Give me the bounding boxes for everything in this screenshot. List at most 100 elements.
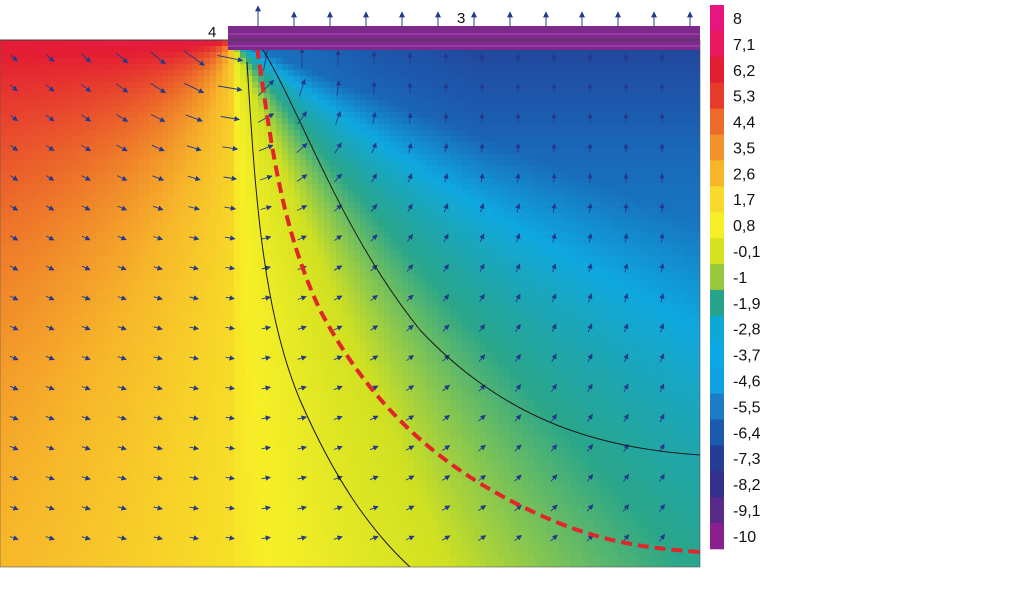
- field-arrow-156: [153, 295, 163, 301]
- field-arrow-71: [515, 142, 521, 153]
- field-arrow-147: [515, 263, 521, 273]
- field-arrow-214: [189, 385, 199, 391]
- field-arrow-161: [333, 295, 343, 301]
- field-arrow-319: [550, 534, 558, 542]
- outflow-arrows: [255, 5, 693, 26]
- legend-label-3: 5,3: [733, 89, 755, 106]
- field-arrow-121: [261, 235, 272, 241]
- field-arrow-149: [587, 263, 593, 273]
- field-arrow-62: [186, 145, 202, 152]
- field-arrow-256: [333, 445, 343, 451]
- field-arrow-83: [259, 174, 273, 181]
- field-arrow-113: [659, 202, 665, 213]
- field-arrow-314: [369, 535, 379, 541]
- field-arrow-188: [623, 323, 629, 333]
- field-arrow-122: [297, 235, 307, 241]
- field-arrow-140: [261, 265, 271, 271]
- legend-label-18: -8,2: [733, 477, 761, 494]
- field-arrow-217: [297, 385, 307, 391]
- field-arrow-129: [551, 233, 557, 243]
- field-arrow-317: [477, 535, 487, 541]
- legend-label-12: -2,8: [733, 322, 761, 339]
- field-arrow-260: [478, 444, 486, 452]
- field-arrow-289: [153, 505, 163, 511]
- field-arrow-271: [189, 475, 199, 481]
- field-arrow-318: [514, 534, 523, 542]
- field-arrow-248: [45, 445, 55, 451]
- field-arrow-1: [45, 54, 55, 62]
- field-arrow-176: [189, 325, 199, 331]
- field-arrow-306: [81, 535, 91, 541]
- field-arrow-283: [623, 473, 629, 482]
- field-arrow-3: [115, 52, 129, 64]
- field-arrow-115: [45, 235, 55, 241]
- field-arrow-48: [371, 111, 377, 124]
- field-arrow-272: [225, 475, 235, 481]
- field-arrow-189: [659, 323, 665, 333]
- legend-label-10: -1: [733, 270, 747, 287]
- field-arrow-234: [225, 415, 235, 421]
- field-arrow-4: [150, 51, 166, 65]
- field-arrow-186: [551, 323, 557, 333]
- field-arrow-295: [369, 505, 379, 511]
- field-arrow-233: [189, 415, 199, 421]
- field-arrow-303: [659, 503, 665, 512]
- field-arrow-239: [405, 415, 415, 421]
- field-arrow-47: [335, 111, 342, 125]
- legend-swatch-8: [710, 212, 724, 239]
- field-arrow-111: [587, 202, 593, 213]
- field-arrow-21: [80, 83, 92, 93]
- field-arrow-101: [224, 205, 237, 211]
- field-arrow-223: [514, 384, 522, 392]
- field-arrow-102: [260, 205, 272, 211]
- field-arrow-5: [183, 50, 205, 66]
- legend-label-7: 1,7: [733, 192, 755, 209]
- field-arrow-231: [117, 415, 127, 421]
- legend-label-15: -5,5: [733, 399, 761, 416]
- field-arrow-195: [189, 355, 199, 361]
- field-arrow-160: [297, 295, 307, 301]
- field-arrow-321: [622, 534, 630, 542]
- field-arrow-148: [551, 263, 557, 273]
- field-arrow-170: [659, 293, 665, 303]
- field-arrow-85: [333, 173, 343, 183]
- legend-swatch-9: [710, 238, 724, 265]
- field-arrow-253: [225, 445, 235, 451]
- field-arrow-255: [297, 445, 307, 451]
- legend-swatch-13: [710, 341, 724, 368]
- field-arrow-66: [334, 142, 342, 154]
- domain-frame: [0, 39, 701, 568]
- field-arrow-98: [117, 205, 128, 211]
- legend-swatch-16: [710, 419, 724, 446]
- legend-label-14: -4,6: [733, 374, 761, 391]
- field-arrow-197: [261, 355, 271, 361]
- field-arrow-119: [189, 235, 200, 241]
- field-arrow-27: [298, 78, 306, 97]
- legend-label-6: 2,6: [733, 166, 755, 183]
- field-arrow-274: [297, 475, 307, 481]
- field-arrow-109: [515, 203, 521, 213]
- field-arrow-212: [117, 385, 127, 391]
- field-arrow-187: [587, 323, 593, 333]
- contour-line-left: [246, 61, 411, 567]
- legend-label-19: -9,1: [733, 503, 761, 520]
- field-arrow-202: [442, 354, 450, 362]
- field-arrow-172: [45, 325, 55, 331]
- legend-label-20: -10: [733, 529, 756, 546]
- field-arrow-128: [515, 233, 521, 243]
- field-arrow-168: [587, 293, 593, 303]
- field-arrow-309: [189, 535, 199, 541]
- field-arrow-207: [623, 353, 629, 363]
- field-arrow-284: [659, 473, 665, 483]
- legend-swatch-18: [710, 471, 724, 498]
- field-arrow-19: [10, 84, 18, 92]
- field-arrow-92: [587, 172, 593, 183]
- field-arrow-59: [81, 144, 92, 152]
- field-arrow-288: [117, 505, 127, 511]
- field-arrow-82: [223, 175, 238, 181]
- field-arrow-131: [623, 233, 629, 243]
- field-arrow-208: [659, 353, 665, 363]
- field-arrow-158: [225, 295, 235, 301]
- field-arrow-298: [478, 505, 487, 511]
- field-arrow-84: [296, 174, 308, 182]
